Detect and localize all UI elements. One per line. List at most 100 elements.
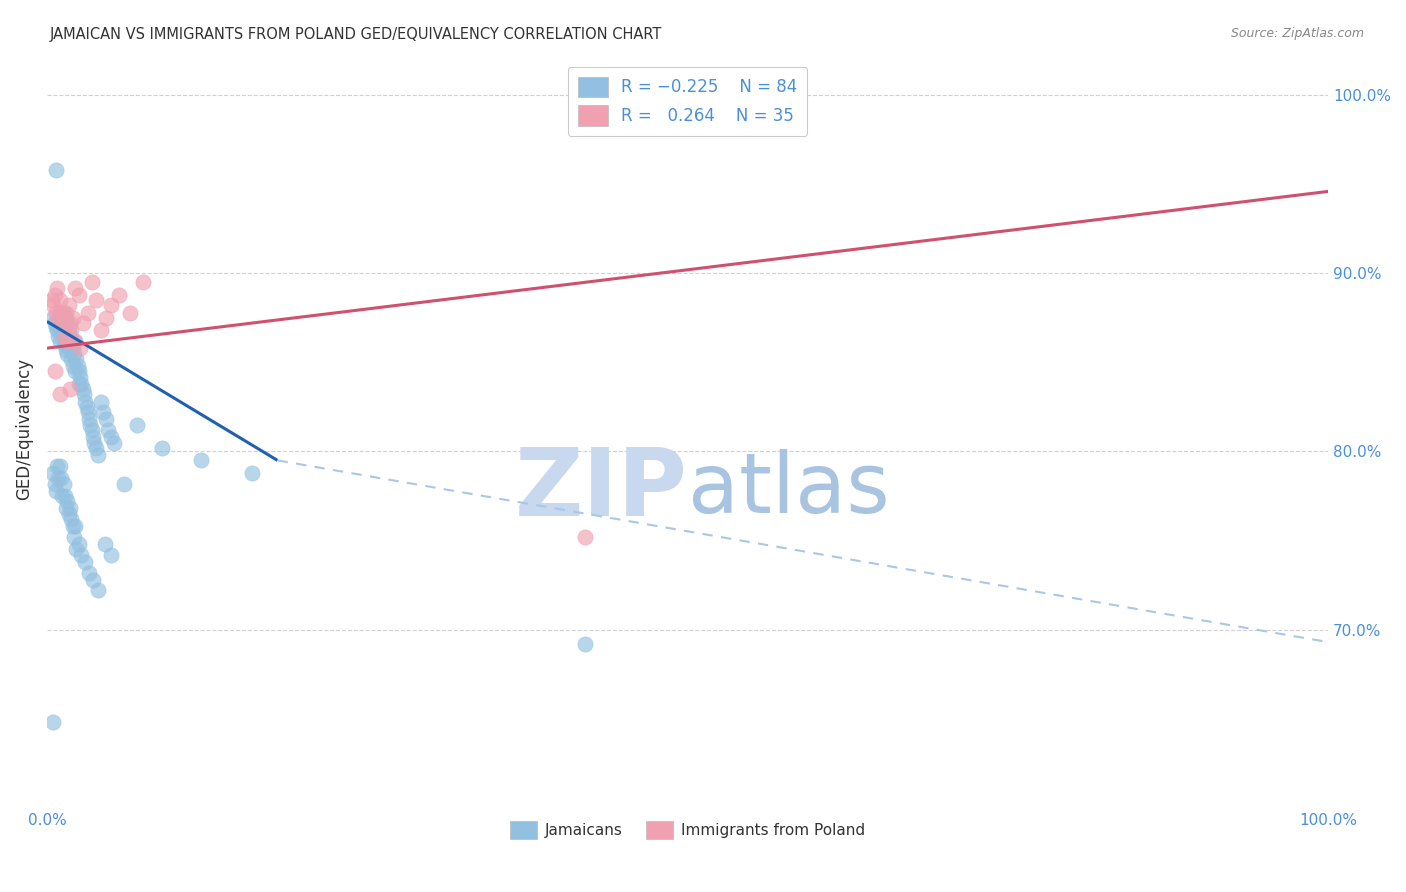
Point (132, 275, 155, 289)
Point (41, 293, 63, 307)
Point (53, 328, 76, 343)
Point (51, 316, 73, 330)
Point (62, 334, 84, 348)
Point (82, 573, 104, 587)
Text: Source: ZipAtlas.com: Source: ZipAtlas.com (1230, 27, 1364, 40)
Point (49, 471, 72, 485)
Point (49, 310, 72, 325)
Point (574, 530, 596, 544)
Point (60, 351, 83, 366)
Point (46, 323, 69, 337)
Point (51, 489, 73, 503)
Point (62, 359, 84, 373)
Point (103, 435, 125, 450)
Point (53, 337, 76, 351)
Point (87, 448, 110, 462)
Point (62, 341, 84, 355)
Point (52, 332, 75, 346)
Point (56, 494, 79, 508)
Point (120, 305, 142, 319)
Point (100, 298, 122, 312)
Point (45, 319, 67, 334)
Point (44, 364, 66, 378)
Point (80, 275, 103, 289)
Point (63, 364, 86, 378)
Point (574, 637, 596, 651)
Point (90, 323, 112, 337)
Point (240, 466, 263, 480)
Point (42, 298, 65, 312)
Point (90, 394, 112, 409)
Y-axis label: GED/Equivalency: GED/Equivalency (15, 359, 32, 500)
Point (48, 387, 70, 401)
Point (94, 310, 117, 325)
Point (150, 441, 173, 455)
Point (55, 343, 77, 357)
Point (69, 369, 91, 384)
Point (76, 400, 98, 414)
Point (65, 542, 87, 557)
Point (52, 305, 75, 319)
Point (62, 530, 84, 544)
Point (112, 476, 135, 491)
Point (59, 316, 82, 330)
Point (107, 287, 129, 301)
Point (48, 293, 70, 307)
Point (67, 364, 90, 378)
Point (84, 293, 107, 307)
Point (84, 441, 107, 455)
Point (59, 382, 82, 396)
Point (42, 310, 65, 325)
Point (55, 501, 77, 516)
Point (45, 483, 67, 498)
Point (80, 423, 103, 437)
Point (125, 417, 148, 432)
Point (63, 280, 86, 294)
Point (91, 405, 114, 419)
Point (58, 323, 80, 337)
Point (63, 334, 86, 348)
Point (67, 376, 90, 391)
Point (190, 453, 212, 467)
Point (59, 501, 82, 516)
Point (72, 382, 94, 396)
Point (53, 489, 76, 503)
Point (67, 287, 90, 301)
Point (67, 537, 90, 551)
Point (59, 341, 82, 355)
Point (58, 507, 80, 521)
Point (77, 412, 100, 426)
Point (42, 466, 65, 480)
Point (56, 346, 79, 360)
Point (73, 387, 96, 401)
Point (70, 376, 93, 391)
Point (87, 583, 110, 598)
Point (59, 328, 82, 343)
Point (58, 298, 80, 312)
Point (62, 310, 84, 325)
Point (66, 359, 89, 373)
Point (48, 305, 70, 319)
Point (70, 548, 93, 562)
Point (65, 351, 87, 366)
Point (75, 555, 97, 569)
Point (72, 316, 94, 330)
Point (56, 334, 79, 348)
Point (75, 394, 97, 409)
Point (77, 566, 100, 580)
Point (48, 328, 70, 343)
Point (100, 548, 122, 562)
Point (77, 305, 100, 319)
Point (60, 334, 83, 348)
Point (60, 323, 83, 337)
Point (46, 458, 69, 473)
Point (42, 715, 65, 730)
Text: atlas: atlas (688, 450, 889, 530)
Point (48, 310, 70, 325)
Point (83, 435, 105, 450)
Point (56, 316, 79, 330)
Point (100, 430, 122, 444)
Point (60, 512, 83, 526)
Text: JAMAICAN VS IMMIGRANTS FROM POLAND GED/EQUIVALENCY CORRELATION CHART: JAMAICAN VS IMMIGRANTS FROM POLAND GED/E… (49, 27, 662, 42)
Point (62, 346, 84, 360)
